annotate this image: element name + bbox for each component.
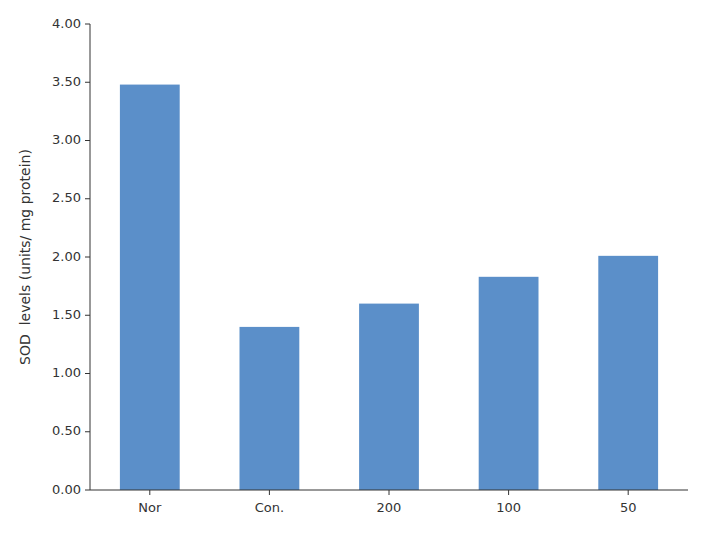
bar: [479, 277, 539, 490]
bar: [240, 327, 300, 490]
y-tick: [85, 140, 90, 141]
y-tick-label: 2.00: [52, 249, 81, 264]
x-tick-label: Nor: [138, 500, 162, 515]
y-tick: [85, 257, 90, 258]
x-tick-label: 200: [377, 500, 402, 515]
y-tick-label: 2.50: [52, 190, 81, 205]
x-tick: [149, 490, 150, 495]
x-tick-label: Con.: [255, 500, 284, 515]
x-tick-label: 50: [620, 500, 637, 515]
chart-svg: 0.00 0.50 1.00 1.50 2.00 2.50 3.00 3.50 4.00 Nor C…: [0, 0, 712, 546]
y-tick: [85, 431, 90, 432]
y-tick-label: 0.00: [52, 482, 81, 497]
x-tick: [628, 490, 629, 495]
y-tick-label: 1.50: [52, 307, 81, 322]
y-tick-label: 0.50: [52, 423, 81, 438]
x-tick: [508, 490, 509, 495]
y-tick: [85, 198, 90, 199]
y-tick: [85, 373, 90, 374]
bar: [120, 85, 180, 490]
y-tick-label: 4.00: [52, 16, 81, 31]
axes: 0.00 0.50 1.00 1.50 2.00 2.50 3.00 3.50 4.00 Nor C…: [52, 16, 688, 516]
bars: [120, 85, 658, 490]
y-tick: [85, 24, 90, 25]
y-tick-label: 3.50: [52, 74, 81, 89]
y-tick: [85, 82, 90, 83]
y-axis-label: SOD levels (units/ mg protein): [17, 149, 33, 365]
y-tick-label: 1.00: [52, 365, 81, 380]
y-tick: [85, 490, 90, 491]
bar: [598, 256, 658, 490]
y-tick: [85, 315, 90, 316]
x-tick-label: 100: [496, 500, 521, 515]
x-tick: [269, 490, 270, 495]
x-tick: [389, 490, 390, 495]
chart-container: 0.00 0.50 1.00 1.50 2.00 2.50 3.00 3.50 4.00 Nor C…: [0, 0, 712, 546]
y-tick-label: 3.00: [52, 132, 81, 147]
bar: [359, 304, 419, 490]
